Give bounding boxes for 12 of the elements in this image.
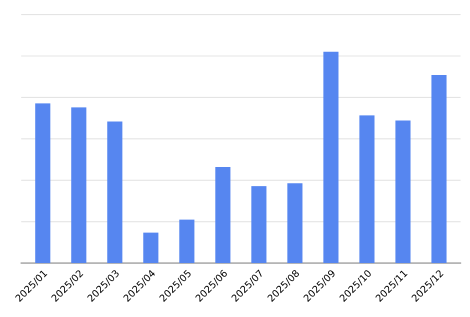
bar — [251, 186, 266, 264]
bar — [287, 183, 302, 264]
bar — [323, 52, 338, 264]
bar — [143, 232, 158, 264]
bar — [107, 122, 122, 264]
bar — [395, 120, 411, 264]
bar — [71, 107, 86, 264]
bar — [215, 166, 230, 264]
bar — [35, 103, 50, 264]
bar — [359, 115, 375, 264]
bar — [179, 220, 194, 264]
bar — [431, 75, 447, 264]
